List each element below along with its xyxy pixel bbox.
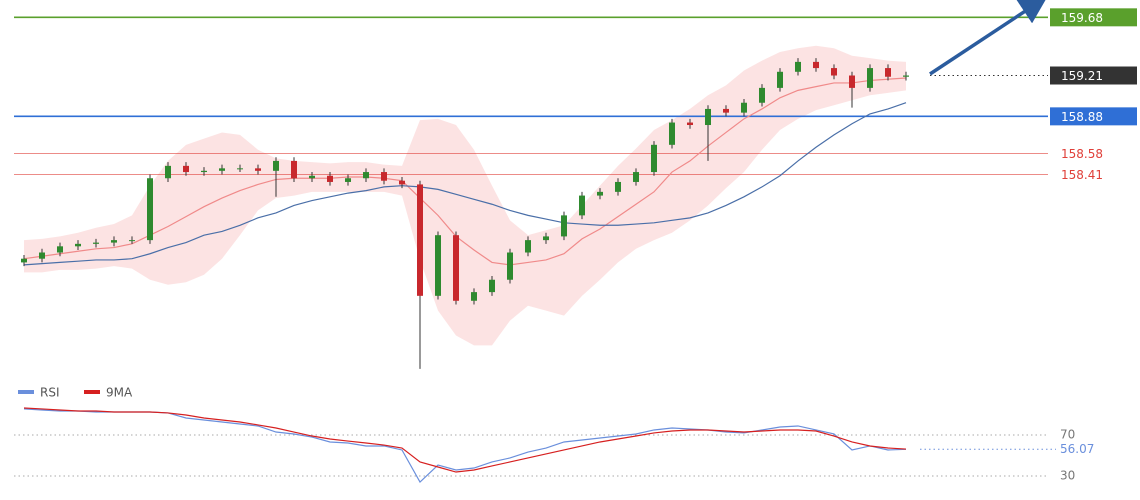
candle-body — [651, 144, 657, 173]
candle-body — [633, 172, 639, 182]
candle-body — [93, 242, 99, 244]
candle-body — [147, 178, 153, 241]
legend-label: RSI — [40, 386, 60, 400]
level-label: 158.41 — [1061, 168, 1103, 182]
candle-body — [561, 215, 567, 237]
rsi-panel: 70 30 RSI 9MA 56.07 — [14, 386, 1094, 484]
candle-body — [723, 108, 729, 113]
candle-body — [525, 240, 531, 253]
candle-body — [813, 61, 819, 69]
level-label: 159.21 — [1061, 69, 1103, 83]
legend-label: 9MA — [106, 386, 133, 400]
candle-body — [237, 168, 243, 170]
candle-body — [183, 165, 189, 173]
candle-body — [885, 68, 891, 77]
candle-body — [417, 184, 423, 296]
level-label: 158.88 — [1061, 110, 1103, 124]
candle-body — [687, 122, 693, 126]
candle-body — [543, 236, 549, 241]
candle-body — [831, 68, 837, 76]
indicator-line — [23, 407, 907, 473]
candle-body — [849, 75, 855, 88]
candle-body — [759, 87, 765, 103]
candle-body — [21, 258, 27, 263]
candle-body — [273, 160, 279, 171]
candle-body — [129, 240, 135, 242]
candle-body — [453, 235, 459, 301]
candle-body — [201, 170, 207, 173]
candle-body — [75, 243, 81, 247]
y-tick-label: 70 — [1060, 428, 1075, 442]
candle-body — [219, 168, 225, 171]
trend-arrow — [929, 0, 1048, 76]
level-label-box — [1050, 66, 1137, 85]
band-layer — [24, 45, 906, 346]
candle-body — [57, 246, 63, 253]
candle-body — [777, 71, 783, 88]
candle-body — [327, 175, 333, 182]
candle-body — [165, 165, 171, 179]
levels-layer — [14, 16, 1048, 176]
candle-body — [363, 172, 369, 179]
y-tick-label: 30 — [1060, 469, 1075, 483]
candle-body — [615, 181, 621, 192]
level-label-box — [1050, 8, 1137, 27]
last-value-label: 56.07 — [1060, 442, 1094, 456]
candle-body — [795, 61, 801, 72]
candle-body — [381, 172, 387, 181]
level-label-box — [1050, 107, 1137, 126]
candle-body — [903, 75, 909, 77]
candle-body — [291, 160, 297, 179]
candle-body — [597, 191, 603, 196]
level-label: 158.58 — [1061, 147, 1103, 161]
candle-body — [39, 252, 45, 259]
candle-body — [507, 252, 513, 280]
candle-body — [867, 68, 873, 88]
overlay-layer — [23, 77, 907, 266]
level-label: 159.68 — [1061, 11, 1103, 25]
legend-swatch — [18, 390, 34, 394]
candle-body — [345, 178, 351, 182]
candle-body — [669, 122, 675, 145]
candle-body — [705, 108, 711, 126]
candle-body — [471, 292, 477, 301]
candle-body — [255, 168, 261, 171]
candle-body — [579, 195, 585, 216]
candle-body — [309, 175, 315, 179]
moving-average — [23, 102, 907, 266]
candle-body — [399, 180, 405, 185]
candle-body — [741, 102, 747, 113]
label-layer: 159.68 159.21 158.88 158.58 158.41 — [1050, 8, 1137, 182]
moving-average — [23, 77, 907, 266]
candle-layer — [21, 58, 909, 369]
candle-body — [111, 240, 117, 243]
candle-body — [435, 235, 441, 296]
legend-swatch — [84, 390, 100, 394]
bollinger-band — [24, 45, 906, 346]
candle-body — [489, 279, 495, 293]
